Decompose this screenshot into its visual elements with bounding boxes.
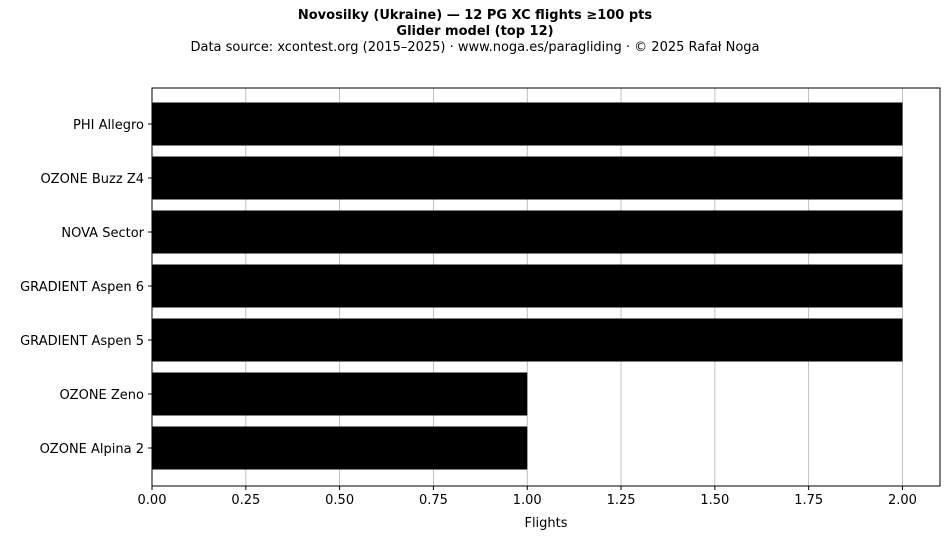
y-tick-label: OZONE Zeno [59, 388, 144, 403]
x-tick-label: 0.50 [325, 493, 354, 508]
y-tick-label: GRADIENT Aspen 6 [20, 280, 144, 295]
x-tick-label: 2.00 [888, 493, 917, 508]
chart-title-block: Novosilky (Ukraine) — 12 PG XC flights ≥… [0, 8, 950, 56]
bar [152, 372, 528, 416]
chart-source-note: Data source: xcontest.org (2015–2025) · … [190, 40, 760, 55]
x-tick-label: 1.25 [607, 493, 636, 508]
chart-title: Novosilky (Ukraine) — 12 PG XC flights ≥… [297, 8, 653, 23]
bar [152, 210, 903, 254]
x-tick-label: 0.00 [138, 493, 167, 508]
x-tick-label: 1.00 [513, 493, 542, 508]
x-tick-label: 1.75 [794, 493, 823, 508]
bars [152, 102, 903, 470]
chart-subtitle: Glider model (top 12) [396, 24, 554, 39]
y-ticks: PHI Allegro OZONE Buzz Z4 NOVA Sector GRADI… [20, 118, 152, 457]
bar [152, 426, 528, 470]
y-tick-label: OZONE Buzz Z4 [40, 172, 144, 187]
x-tick-label: 1.50 [700, 493, 729, 508]
plot-frame [151, 87, 941, 487]
bar [152, 264, 903, 308]
bar [152, 318, 903, 362]
x-axis-label: Flights [524, 516, 567, 531]
y-tick-label: PHI Allegro [73, 118, 144, 133]
y-tick-label: OZONE Alpina 2 [40, 442, 144, 457]
x-tick-label: 0.75 [419, 493, 448, 508]
y-tick-label: NOVA Sector [61, 226, 144, 241]
bar [152, 156, 903, 200]
bar [152, 102, 903, 146]
x-tick-label: 0.25 [231, 493, 260, 508]
x-ticks: 0.00 0.25 0.50 0.75 1.00 1.25 1.50 1.75 2.00 [138, 486, 917, 508]
y-tick-label: GRADIENT Aspen 5 [20, 334, 144, 349]
